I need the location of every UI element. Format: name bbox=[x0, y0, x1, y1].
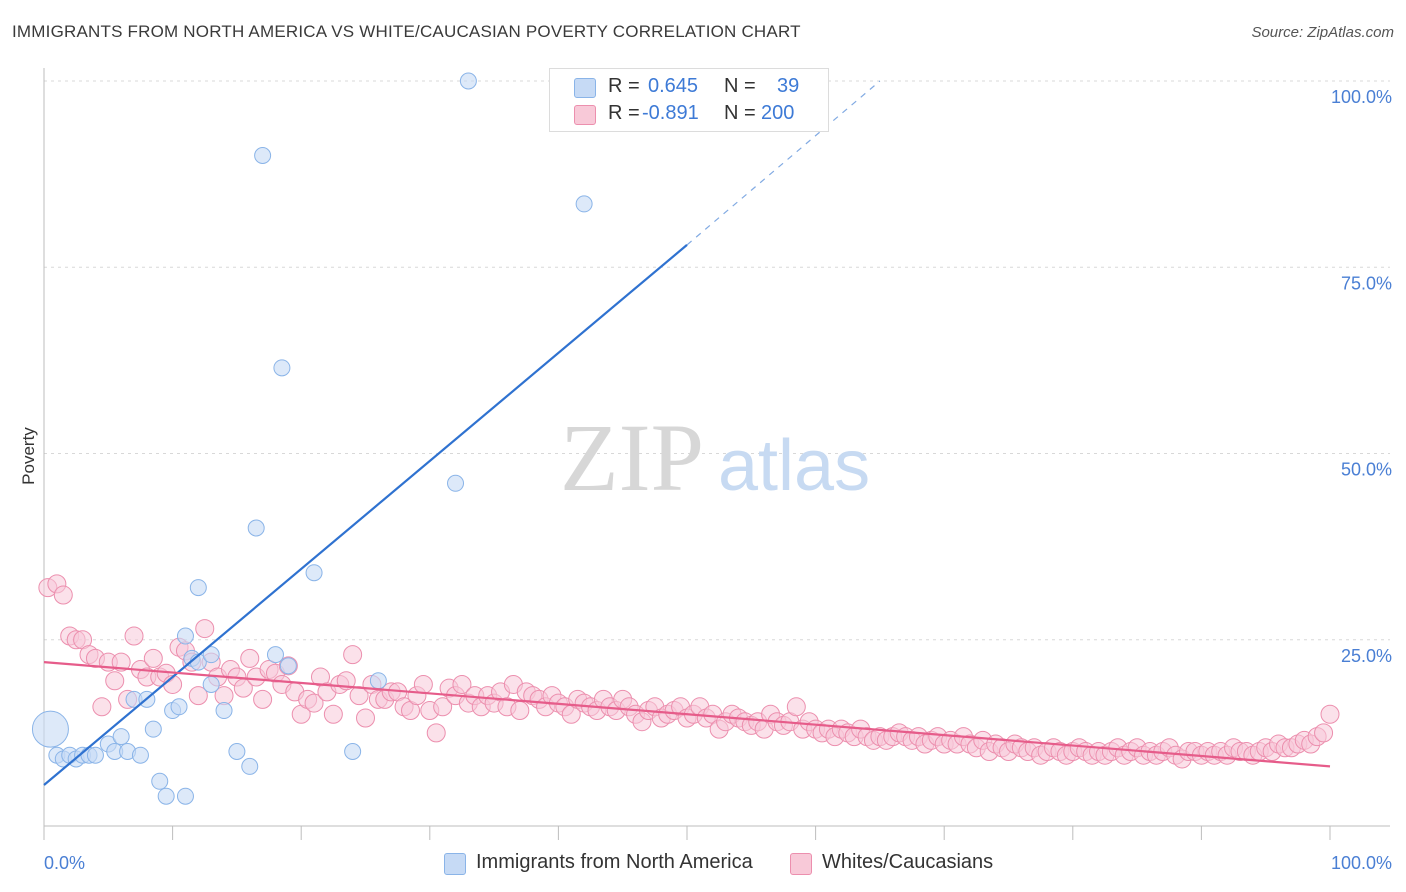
trend-line-immigrants bbox=[43, 244, 688, 786]
x-tick-label: 0.0% bbox=[44, 853, 85, 873]
point-immigrants bbox=[157, 787, 175, 805]
point-whites bbox=[105, 671, 125, 691]
point-whites bbox=[143, 648, 163, 668]
point-whites bbox=[1320, 704, 1340, 724]
point-immigrants bbox=[241, 757, 259, 775]
point-whites bbox=[304, 693, 324, 713]
legend-r-value: 0.645 bbox=[648, 75, 699, 97]
legend-r-label: R = bbox=[608, 75, 640, 97]
point-immigrants bbox=[215, 702, 233, 720]
point-whites bbox=[433, 697, 453, 717]
point-immigrants bbox=[369, 672, 387, 690]
point-whites bbox=[124, 626, 144, 646]
point-immigrants bbox=[279, 657, 297, 675]
point-immigrants bbox=[176, 787, 194, 805]
watermark-atlas: atlas bbox=[718, 426, 870, 506]
series-whites-points bbox=[38, 574, 1340, 769]
chart-title: IMMIGRANTS FROM NORTH AMERICA VS WHITE/C… bbox=[12, 22, 801, 41]
chart-source: Source: ZipAtlas.com bbox=[1251, 24, 1394, 41]
legend-r-label: R = bbox=[608, 102, 640, 124]
point-whites bbox=[510, 701, 530, 721]
point-whites bbox=[343, 645, 363, 665]
point-immigrants bbox=[86, 746, 104, 764]
legend-n-value: 39 bbox=[777, 75, 800, 97]
y-tick-label: 100.0% bbox=[1331, 87, 1392, 107]
watermark: ZIP atlas bbox=[560, 404, 870, 511]
legend-n-label: N = bbox=[724, 75, 756, 97]
y-axis-label: Poverty bbox=[19, 427, 38, 485]
legend-label: Immigrants from North America bbox=[476, 851, 753, 873]
legend-label: Whites/Caucasians bbox=[822, 851, 994, 873]
legend-swatch-pink bbox=[574, 105, 596, 125]
point-whites bbox=[1314, 723, 1334, 743]
y-tick-label: 75.0% bbox=[1341, 273, 1392, 293]
point-whites bbox=[323, 704, 343, 724]
legend-n-value: 200 bbox=[761, 102, 795, 124]
point-immigrants bbox=[228, 743, 246, 760]
point-immigrants bbox=[254, 147, 272, 164]
legend-swatch-pink bbox=[790, 853, 812, 875]
x-tick-label: 100.0% bbox=[1331, 853, 1392, 873]
point-whites bbox=[92, 697, 112, 717]
point-immigrants bbox=[151, 772, 169, 790]
point-whites bbox=[356, 708, 375, 728]
point-immigrants bbox=[266, 646, 284, 664]
grid-layer bbox=[44, 80, 1390, 641]
point-immigrants bbox=[112, 728, 130, 746]
y-tick-label: 25.0% bbox=[1341, 646, 1392, 666]
series-immigrants-points bbox=[31, 72, 593, 805]
point-immigrants bbox=[176, 627, 194, 645]
point-immigrants bbox=[189, 579, 207, 597]
point-immigrants bbox=[131, 746, 149, 764]
point-immigrants bbox=[144, 720, 162, 738]
point-immigrants bbox=[170, 698, 188, 716]
legend-swatch-blue bbox=[444, 853, 466, 875]
y-tick-label: 50.0% bbox=[1341, 460, 1392, 480]
point-whites bbox=[240, 648, 260, 668]
trend-line-whites bbox=[43, 661, 1331, 768]
point-immigrants bbox=[273, 359, 291, 377]
point-immigrants bbox=[31, 710, 69, 748]
point-immigrants bbox=[202, 675, 220, 693]
point-whites bbox=[786, 697, 806, 717]
axes-layer bbox=[43, 68, 1390, 840]
point-whites bbox=[53, 585, 73, 605]
point-immigrants bbox=[344, 743, 362, 760]
legend-r-value: -0.891 bbox=[642, 102, 699, 124]
point-immigrants bbox=[575, 195, 593, 213]
point-whites bbox=[452, 674, 472, 694]
watermark-zip: ZIP bbox=[560, 404, 704, 511]
point-immigrants bbox=[305, 564, 323, 582]
point-whites bbox=[195, 619, 215, 639]
point-whites bbox=[413, 674, 433, 694]
point-whites bbox=[188, 686, 208, 706]
point-immigrants bbox=[247, 519, 265, 537]
tick-labels: 25.0% 50.0% 75.0% 100.0% 0.0% 100.0% bbox=[44, 87, 1392, 873]
point-whites bbox=[253, 689, 273, 709]
point-immigrants bbox=[459, 72, 477, 90]
point-whites bbox=[426, 723, 446, 743]
point-immigrants bbox=[447, 474, 465, 492]
point-whites bbox=[111, 652, 131, 672]
legend-swatch-blue bbox=[574, 78, 596, 98]
point-immigrants bbox=[202, 646, 220, 664]
correlation-legend: R = 0.645 N = 39 R = -0.891 N = 200 bbox=[549, 68, 829, 132]
trend-lines bbox=[43, 80, 1331, 786]
legend-n-label: N = bbox=[724, 102, 756, 124]
